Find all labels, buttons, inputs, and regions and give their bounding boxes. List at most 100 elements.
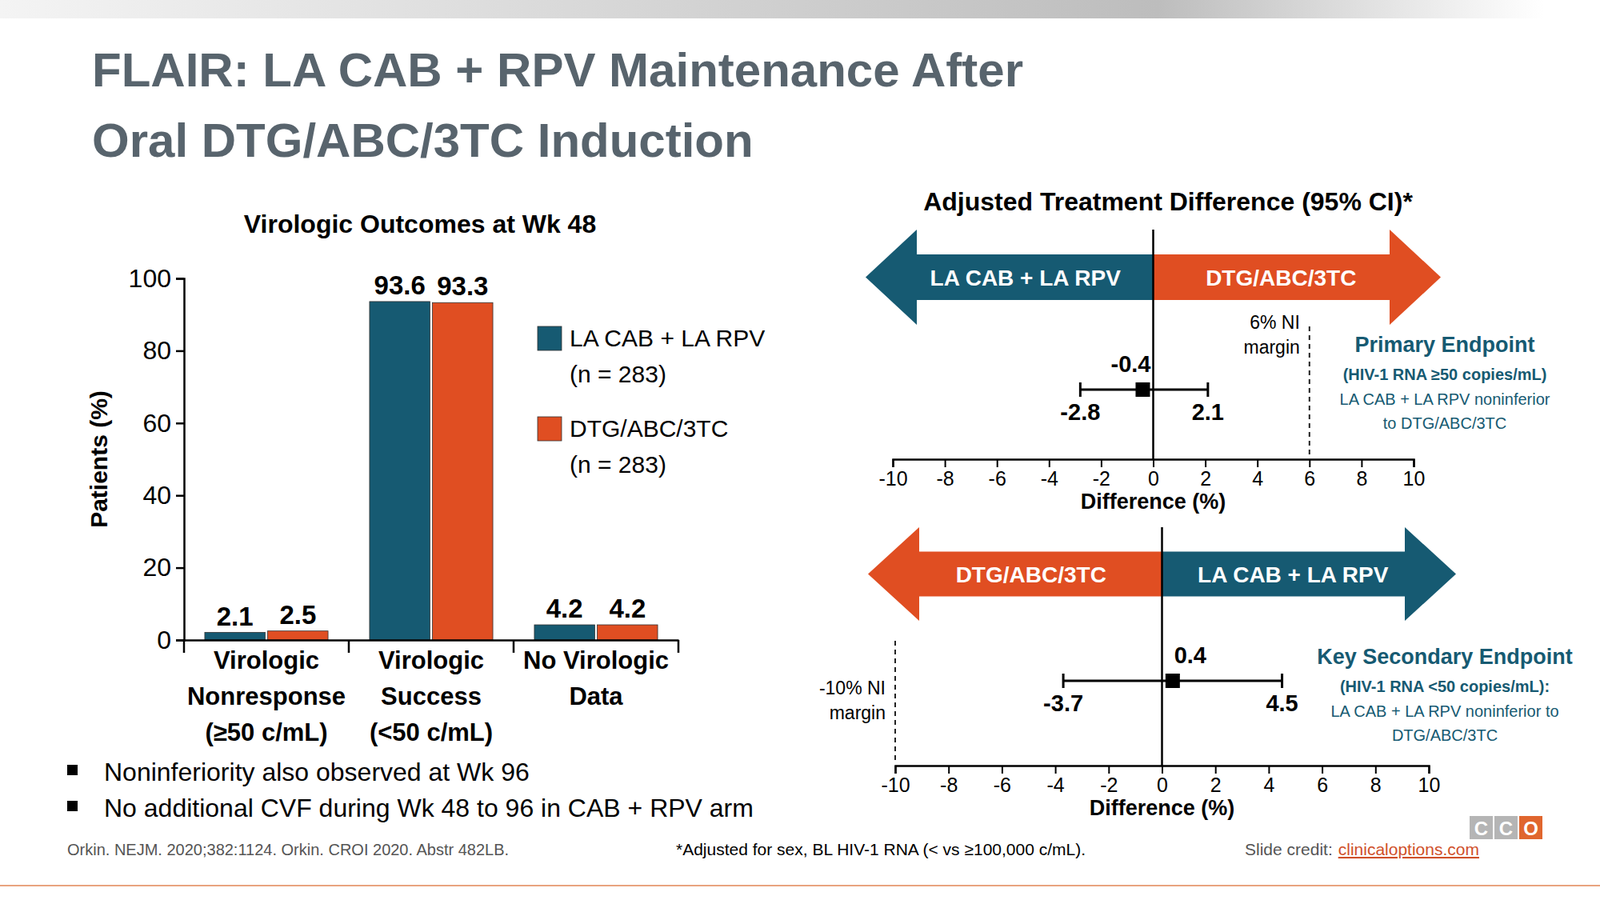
estimate-marks xyxy=(1063,673,1282,688)
estimate-marks xyxy=(1080,382,1208,397)
data-label: 93.3 xyxy=(436,271,488,301)
bullets: Noninferiority also observed at Wk 96No … xyxy=(67,757,754,823)
x-tick-label: 10 xyxy=(1418,773,1441,796)
header-band xyxy=(0,0,1544,19)
y-tick: 0 xyxy=(156,625,184,655)
x-tick-mark xyxy=(895,765,897,774)
x-tick: 4 xyxy=(1252,459,1264,490)
x-tick-mark xyxy=(1268,765,1270,774)
data-label: 2.1 xyxy=(216,601,254,632)
ni-margin-line xyxy=(1308,326,1311,455)
y-tick-label: 40 xyxy=(142,480,172,510)
legend-swatch xyxy=(537,416,562,441)
x-tick-label: No Virologic Data xyxy=(523,646,669,711)
x-tick: 8 xyxy=(1370,765,1382,796)
x-tick: -8 xyxy=(936,459,954,490)
endpoint-text-line: LA CAB + LA RPV noninferior xyxy=(1340,390,1551,408)
direction-arrow xyxy=(1162,527,1457,621)
x-axis-line xyxy=(184,639,680,642)
x-tick-label: -4 xyxy=(1040,467,1059,490)
x-tick: 10 xyxy=(1403,459,1426,490)
legend-swatch xyxy=(537,326,562,351)
ci-label: 4.5 xyxy=(1265,690,1298,716)
credit-label: Slide credit: xyxy=(1244,840,1333,859)
endpoint-text: LA CAB + LA RPV noninferior toDTG/ABC/3T… xyxy=(1330,702,1559,744)
y-tick-label: 20 xyxy=(142,552,172,582)
x-tick-label: 10 xyxy=(1403,467,1426,490)
x-tick-label: 8 xyxy=(1356,467,1368,490)
x-tick: 2 xyxy=(1210,765,1222,796)
x-tick-label: -6 xyxy=(988,467,1007,490)
y-tick-mark xyxy=(176,277,184,280)
ni-margin-label: 6% NI margin xyxy=(1243,312,1300,358)
y-tick-label: 0 xyxy=(156,625,172,655)
y-tick-label: 80 xyxy=(142,336,172,365)
x-tick: VirologicSuccess(<50 c/mL) xyxy=(369,640,493,747)
x-tick: 8 xyxy=(1356,459,1368,490)
slide-title-line: FLAIR: LA CAB + RPV Maintenance After xyxy=(92,43,1024,97)
ni-margin-label-line: margin xyxy=(1243,336,1300,358)
x-tick-mark xyxy=(1256,459,1259,468)
x-tick: 2 xyxy=(1200,459,1212,490)
y-tick: 80 xyxy=(142,336,184,365)
endpoint-subtitle: (HIV-1 RNA ≥50 copies/mL) xyxy=(1343,365,1548,384)
x-tick-label: VirologicNonresponse(≥50 c/mL) xyxy=(187,646,346,747)
x-tick-mark xyxy=(1204,459,1207,468)
ni-margin-label-line: 6% NI xyxy=(1249,312,1300,333)
x-tick-mark xyxy=(1215,765,1217,774)
x-tick: -6 xyxy=(993,765,1012,796)
bar xyxy=(204,632,265,640)
x-tick: 6 xyxy=(1316,765,1328,796)
x-tick-label: -4 xyxy=(1046,773,1064,796)
ni-margin-label-line: margin xyxy=(829,702,886,724)
bar xyxy=(597,624,658,640)
legend-label-line: (n = 283) xyxy=(569,360,667,388)
ci-label: 2.1 xyxy=(1192,399,1224,425)
category-divider xyxy=(677,640,680,653)
x-axis-title: Difference (%) xyxy=(1089,796,1236,820)
x-tick-label-line: (≥50 c/mL) xyxy=(204,718,328,747)
endpoint-subtitle: (HIV-1 RNA <50 copies/mL): xyxy=(1340,677,1550,696)
slide-title-line: Oral DTG/ABC/3TC Induction xyxy=(92,113,754,168)
x-tick-mark xyxy=(1108,765,1110,774)
slide-title: FLAIR: LA CAB + RPV Maintenance After Ora… xyxy=(92,43,1024,168)
credit-link[interactable]: clinicaloptions.com xyxy=(1338,840,1480,859)
y-tick-mark xyxy=(176,639,184,642)
x-tick-label-line: Data xyxy=(568,682,624,711)
logo: CCO xyxy=(1469,816,1543,840)
legend-label-line: LA CAB + LA RPV xyxy=(569,324,765,352)
slide-credit: Slide credit: clinicaloptions.com xyxy=(1244,840,1480,859)
x-tick-mark xyxy=(1413,459,1416,468)
x-tick-label: VirologicSuccess(<50 c/mL) xyxy=(369,646,493,747)
arrow-label: LA CAB + LA RPV xyxy=(1197,562,1389,588)
arrow-label: LA CAB + LA RPV xyxy=(930,265,1122,291)
x-tick-label: 0 xyxy=(1148,467,1160,490)
x-tick-label-line: (<50 c/mL) xyxy=(369,718,493,747)
slide: FLAIR: LA CAB + RPV Maintenance After Ora… xyxy=(0,0,1600,900)
ci-cap xyxy=(1206,382,1209,397)
y-tick-mark xyxy=(176,422,184,425)
bar-chart: Virologic Outcomes at Wk 482.193.64.22.5… xyxy=(85,209,765,747)
x-tick-mark xyxy=(1375,765,1377,774)
x-tick: 4 xyxy=(1263,765,1275,796)
direction-arrow xyxy=(868,527,1163,621)
x-tick-mark xyxy=(944,459,947,468)
x-tick-label: -2 xyxy=(1100,773,1118,796)
y-tick-label: 60 xyxy=(142,408,172,438)
category-divider xyxy=(348,640,351,653)
x-tick-label: -10 xyxy=(878,467,908,490)
x-tick-label: 0 xyxy=(1156,773,1168,796)
legend: LA CAB + LA RPV(n = 283)DTG/ABC/3TC(n = … xyxy=(537,324,765,478)
references: Orkin. NEJM. 2020;382:1124. Orkin. CROI … xyxy=(67,840,509,859)
x-tick: -2 xyxy=(1092,459,1111,490)
y-tick: 20 xyxy=(142,552,184,582)
ci-cap xyxy=(1079,382,1082,397)
x-axis-line xyxy=(896,766,1430,775)
logo-letter: O xyxy=(1523,817,1539,840)
x-tick-label-line: No Virologic xyxy=(523,646,669,675)
ni-margin-label: -10% NImargin xyxy=(819,677,886,724)
x-axis-title: Difference (%) xyxy=(1080,489,1227,514)
logo-letter: C xyxy=(1499,817,1513,840)
y-axis-title: Patients (%) xyxy=(85,390,112,528)
x-tick-label: 6 xyxy=(1304,467,1316,490)
